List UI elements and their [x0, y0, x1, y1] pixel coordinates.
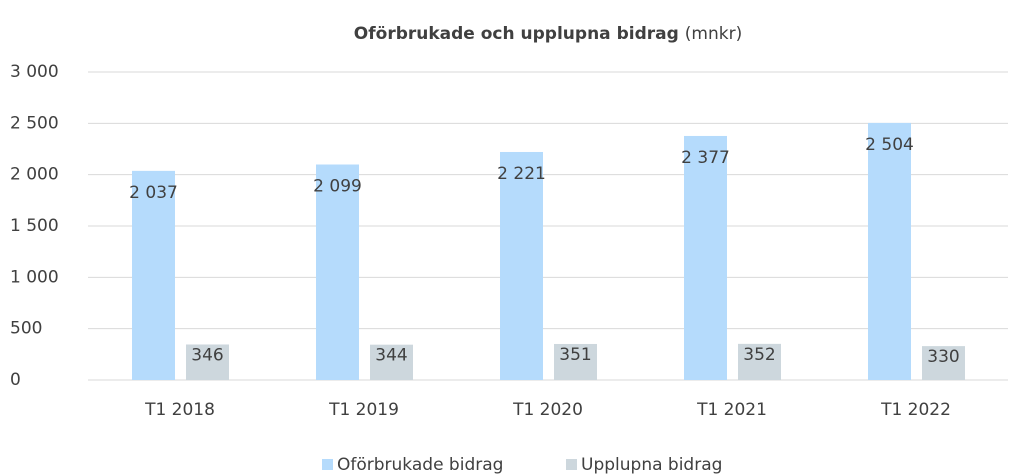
bar: [684, 135, 727, 380]
x-tick-label: T1 2020: [512, 400, 583, 420]
data-label: 2 504: [865, 135, 914, 155]
bar: [554, 343, 597, 380]
bar: [132, 170, 175, 380]
data-label: 344: [375, 346, 407, 366]
legend-swatch: [322, 459, 333, 470]
x-tick-label: T1 2022: [880, 400, 951, 420]
y-tick-label: 2 000: [10, 165, 59, 185]
bar: [738, 343, 781, 380]
y-tick-label: 1 500: [10, 216, 59, 236]
legend-swatch: [566, 459, 577, 470]
bar: [370, 344, 413, 380]
bar: [186, 344, 229, 380]
data-label: 351: [559, 345, 591, 365]
data-label: 330: [927, 347, 959, 367]
y-tick-label: 2 500: [10, 113, 59, 133]
data-label: 2 099: [313, 177, 362, 197]
y-tick-label: 500: [10, 319, 42, 339]
data-label: 2 221: [497, 164, 546, 184]
data-label: 2 037: [129, 183, 178, 203]
y-tick-label: 1 000: [10, 267, 59, 287]
data-label: 352: [743, 345, 775, 365]
bar: [922, 346, 965, 380]
data-label: 2 377: [681, 148, 730, 168]
chart-title: Oförbrukade och upplupna bidrag: [354, 24, 679, 44]
x-tick-label: T1 2021: [696, 400, 767, 420]
bar: [868, 122, 911, 380]
x-tick-label: T1 2018: [144, 400, 215, 420]
chart-title-group: Oförbrukade och upplupna bidrag (mnkr): [354, 24, 742, 44]
bar: [316, 164, 359, 380]
y-tick-label: 0: [10, 370, 21, 390]
bar: [500, 151, 543, 380]
y-tick-label: 3 000: [10, 62, 59, 82]
chart-unit: (mnkr): [685, 24, 742, 44]
x-tick-label: T1 2019: [328, 400, 399, 420]
legend-label: Oförbrukade bidrag: [337, 455, 503, 475]
data-label: 346: [191, 345, 223, 365]
legend-label: Upplupna bidrag: [581, 455, 722, 475]
